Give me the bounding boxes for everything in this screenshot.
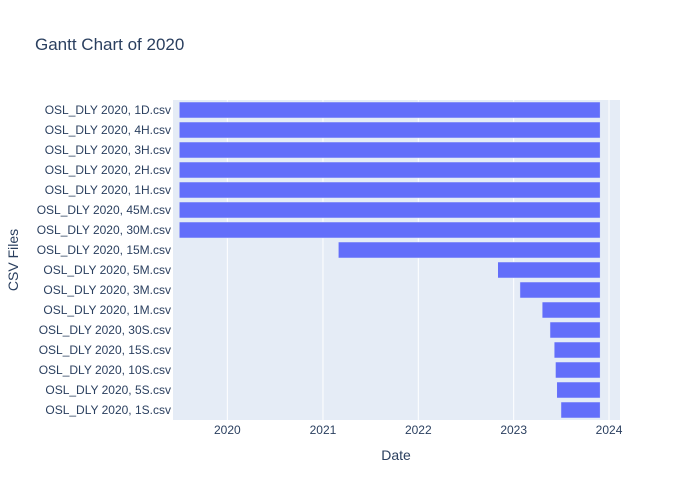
- y-tick-label: OSL_DLY 2020, 1S.csv: [45, 403, 171, 417]
- x-tick-label: 2020: [214, 423, 241, 437]
- gantt-bar: [553, 341, 601, 359]
- chart-title: Gantt Chart of 2020: [35, 35, 184, 54]
- gantt-bar: [179, 181, 601, 199]
- gantt-bar: [179, 201, 601, 219]
- y-tick-label: OSL_DLY 2020, 10S.csv: [39, 363, 171, 377]
- gantt-bar: [556, 381, 601, 399]
- y-axis-title: CSV Files: [5, 229, 21, 291]
- gantt-bar: [541, 301, 601, 319]
- y-tick-label: OSL_DLY 2020, 15S.csv: [39, 343, 171, 357]
- x-axis-ticks: 2020 2021 2022 2023 2024: [214, 423, 623, 437]
- y-tick-label: OSL_DLY 2020, 30M.csv: [37, 223, 171, 237]
- y-tick-label: OSL_DLY 2020, 2H.csv: [45, 163, 171, 177]
- y-tick-label: OSL_DLY 2020, 1M.csv: [43, 303, 171, 317]
- y-tick-label: OSL_DLY 2020, 30S.csv: [39, 323, 171, 337]
- y-tick-label: OSL_DLY 2020, 5S.csv: [45, 383, 171, 397]
- x-tick-label: 2023: [500, 423, 527, 437]
- gantt-bar: [179, 141, 601, 159]
- gantt-bar: [555, 361, 601, 379]
- x-tick-label: 2024: [596, 423, 623, 437]
- y-tick-label: OSL_DLY 2020, 3H.csv: [45, 143, 171, 157]
- y-tick-label: OSL_DLY 2020, 3M.csv: [43, 283, 171, 297]
- y-tick-label: OSL_DLY 2020, 4H.csv: [45, 123, 171, 137]
- y-tick-label: OSL_DLY 2020, 1D.csv: [45, 103, 171, 117]
- y-tick-label: OSL_DLY 2020, 15M.csv: [37, 243, 171, 257]
- gantt-bar: [549, 321, 601, 339]
- gantt-bar: [179, 121, 601, 139]
- gantt-bar: [497, 261, 601, 279]
- gantt-bar: [179, 101, 601, 119]
- x-tick-label: 2022: [405, 423, 432, 437]
- y-tick-label: OSL_DLY 2020, 5M.csv: [43, 263, 171, 277]
- x-tick-label: 2021: [310, 423, 337, 437]
- gantt-bar: [519, 281, 601, 299]
- gantt-bar: [338, 241, 601, 259]
- gantt-bar: [179, 221, 601, 239]
- bars: [179, 101, 601, 419]
- gantt-bar: [179, 161, 601, 179]
- y-tick-label: OSL_DLY 2020, 1H.csv: [45, 183, 171, 197]
- x-axis-title: Date: [381, 447, 411, 463]
- gantt-bar: [560, 401, 601, 419]
- y-tick-label: OSL_DLY 2020, 45M.csv: [37, 203, 171, 217]
- y-axis-ticks: OSL_DLY 2020, 1D.csv OSL_DLY 2020, 4H.csv…: [37, 103, 171, 417]
